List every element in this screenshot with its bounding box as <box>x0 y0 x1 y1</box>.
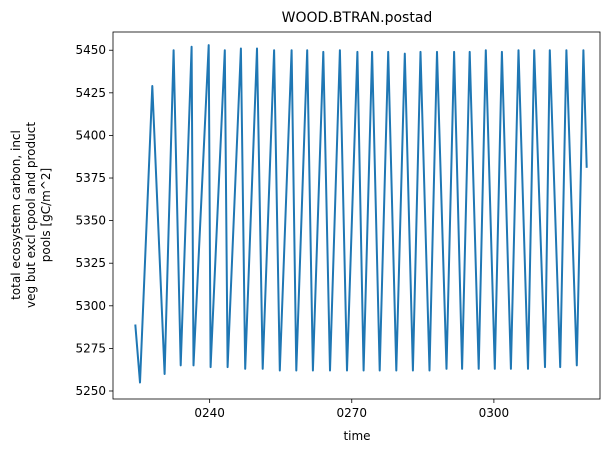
x-axis-title: time <box>343 429 370 443</box>
x-tick-label: 0270 <box>336 406 367 420</box>
y-axis-title: total ecosystem carbon, incl veg but excl… <box>9 122 53 308</box>
y-axis-title-line: pools [gC/m^2] <box>39 168 53 262</box>
y-tick-label: 5375 <box>75 171 106 185</box>
y-tick-label: 5275 <box>75 341 106 355</box>
y-tick-label: 5350 <box>75 214 106 228</box>
y-axis-title-line: total ecosystem carbon, incl <box>9 130 23 300</box>
x-tick-label: 0300 <box>479 406 510 420</box>
y-axis: 5250 5275 5300 5325 5350 5375 5400 5425 5450 <box>75 43 113 398</box>
plot-area: 0240 0270 0300 5250 5275 5300 5325 5350 5375 540… <box>75 31 601 420</box>
y-tick-label: 5250 <box>75 384 106 398</box>
y-tick-label: 5300 <box>75 299 106 313</box>
chart-title: WOOD.BTRAN.postad <box>282 10 433 26</box>
x-tick-label: 0240 <box>194 406 225 420</box>
x-axis: 0240 0270 0300 <box>194 399 509 420</box>
y-tick-label: 5450 <box>75 43 106 57</box>
series-line <box>134 44 588 384</box>
y-tick-label: 5400 <box>75 128 106 142</box>
y-axis-title-line: veg but excl cpool and product <box>24 122 38 308</box>
plot-frame <box>112 31 601 400</box>
y-tick-label: 5425 <box>75 86 106 100</box>
y-tick-label: 5325 <box>75 256 106 270</box>
